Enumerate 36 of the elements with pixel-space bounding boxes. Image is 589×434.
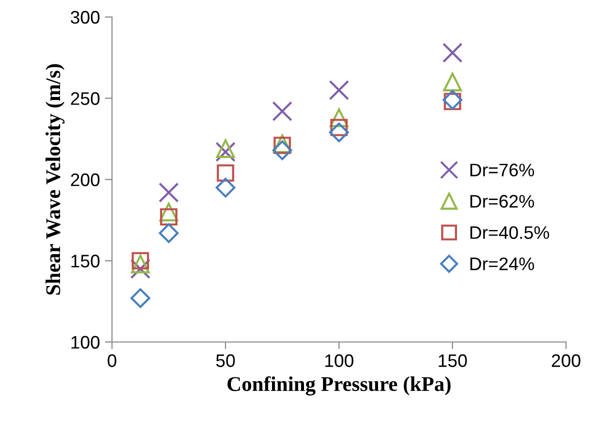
legend-label: Dr=24% <box>470 257 534 270</box>
point <box>130 258 150 279</box>
point <box>159 202 178 222</box>
x-axis-title: Confining Pressure (kPa) <box>228 376 451 396</box>
point <box>272 101 292 122</box>
point <box>328 80 350 100</box>
y-tick-label: 300 <box>70 10 100 24</box>
x-tick-label: 150 <box>438 354 467 368</box>
point <box>216 164 234 182</box>
point <box>442 42 463 63</box>
y-tick-label: 200 <box>70 173 100 186</box>
point <box>330 118 348 136</box>
y-tick-label: 100 <box>71 336 100 349</box>
point <box>160 208 178 226</box>
point <box>158 223 179 244</box>
point <box>215 142 236 162</box>
legend-label: Dr=76% <box>470 164 534 176</box>
point <box>216 178 236 198</box>
x-tick-label: 100 <box>325 354 354 368</box>
point <box>130 254 150 274</box>
y-tick-label: 250 <box>70 92 100 105</box>
x-tick-label: 0 <box>108 354 116 368</box>
point <box>330 108 348 128</box>
x-tick-label: 50 <box>216 354 235 368</box>
legend-label: Dr=62% <box>470 194 534 208</box>
point <box>272 140 292 160</box>
point <box>158 182 179 203</box>
point <box>132 252 150 270</box>
y-axis-title: Shear Wave Velocity (m/s) <box>46 64 65 295</box>
point <box>130 288 150 308</box>
x-tick-label: 200 <box>552 354 580 368</box>
point <box>216 139 235 158</box>
y-tick-label: 150 <box>71 254 100 268</box>
legend-label: Dr=40.5% <box>470 226 550 239</box>
point <box>329 122 349 142</box>
point <box>443 72 462 92</box>
